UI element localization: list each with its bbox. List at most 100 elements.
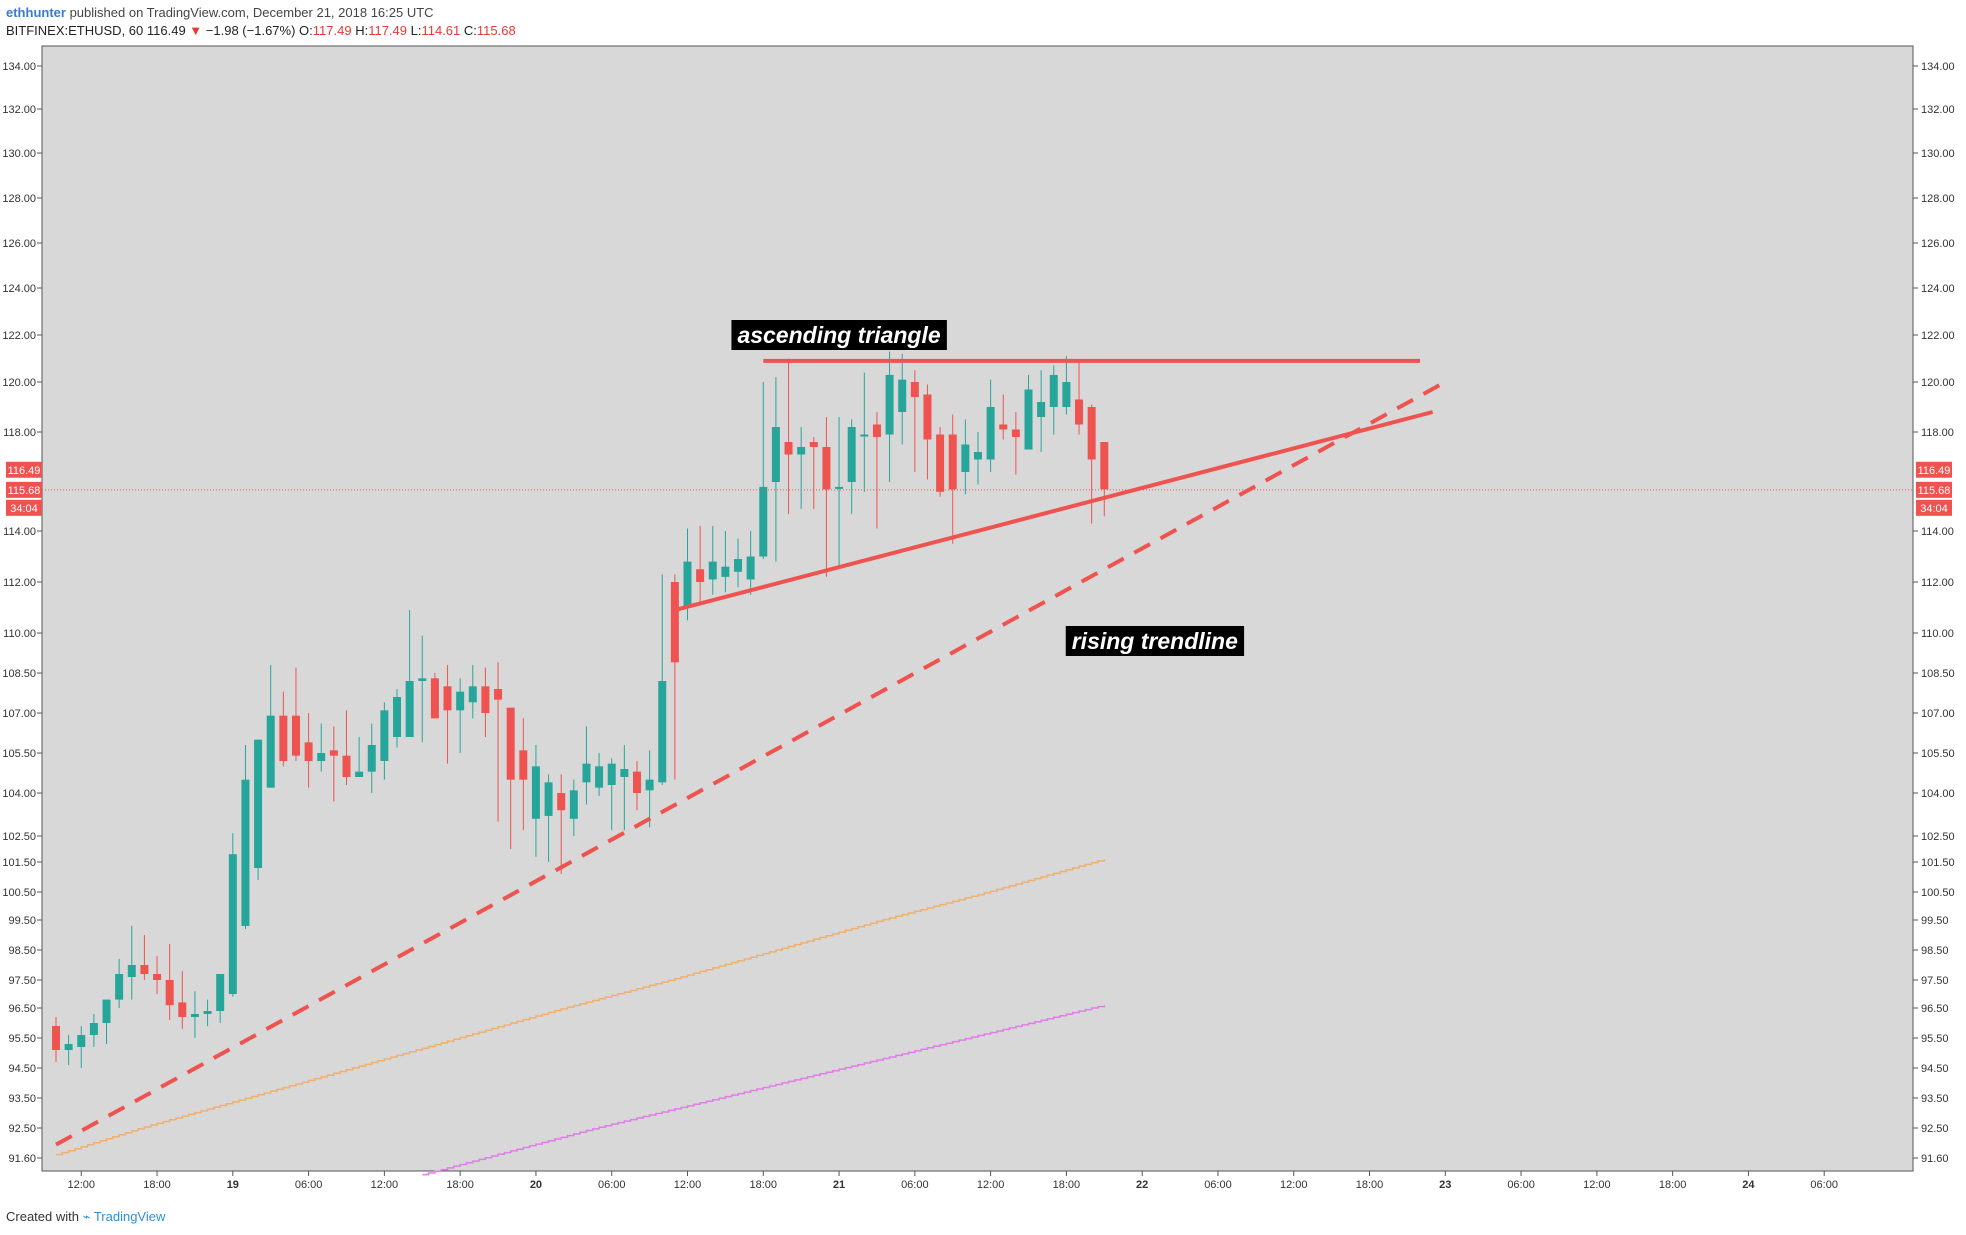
- candle-body: [898, 379, 907, 412]
- candle: [569, 779, 578, 836]
- price-label-left: 93.50: [8, 1093, 36, 1105]
- candle-body: [670, 582, 679, 663]
- price-label-left: 105.50: [2, 748, 36, 760]
- time-label: 19: [227, 1179, 239, 1191]
- candle-body: [1037, 402, 1046, 417]
- candle-body: [178, 1002, 187, 1017]
- close-label: C:: [463, 23, 477, 38]
- price-label-right: 132.00: [1921, 104, 1955, 116]
- time-label: 22: [1136, 1179, 1148, 1191]
- candle: [759, 382, 768, 560]
- candle: [771, 377, 780, 562]
- candle: [885, 351, 894, 482]
- time-label: 06:00: [295, 1179, 323, 1191]
- price-label-right: 93.50: [1921, 1093, 1949, 1105]
- candle: [165, 944, 174, 1020]
- candle: [190, 991, 199, 1038]
- candle: [494, 662, 503, 822]
- candle-body: [759, 486, 768, 557]
- candle-body: [784, 442, 793, 455]
- published-text: published on TradingView.com, December 2…: [69, 5, 434, 20]
- price-label-left: 110.00: [3, 628, 36, 640]
- ohlc-legend: BITFINEX:ETHUSD, 60 116.49 ▼ −1.98 (−1.6…: [6, 22, 516, 40]
- candle-body: [228, 854, 237, 994]
- time-label: 12:00: [67, 1179, 95, 1191]
- candle-body: [506, 707, 515, 780]
- price-label-left: 114.00: [3, 526, 36, 538]
- candle-body: [418, 678, 427, 681]
- candle: [367, 723, 376, 793]
- price-label-left: 128.00: [2, 193, 36, 205]
- last-price-tag-right-text: 116.49: [1918, 465, 1951, 477]
- candle-body: [835, 486, 844, 489]
- price-label-right: 107.00: [1921, 708, 1955, 720]
- price-label-left: 97.50: [8, 975, 36, 987]
- candle: [203, 999, 212, 1026]
- candle-body: [557, 793, 566, 811]
- time-label: 21: [833, 1179, 845, 1191]
- candle-body: [64, 1044, 73, 1050]
- price-label-left: 102.50: [2, 831, 36, 843]
- price-label-left: 108.50: [2, 668, 36, 680]
- candle-body: [115, 974, 124, 1000]
- price-label-right: 110.00: [1921, 628, 1954, 640]
- current-price-tag-right-bg: [1916, 481, 1952, 498]
- annotation-text: ascending triangle: [737, 322, 940, 348]
- time-label: 18:00: [1659, 1179, 1687, 1191]
- price-label-right: 126.00: [1921, 238, 1955, 250]
- ma-line-orange: [56, 859, 1106, 1156]
- candle: [784, 358, 793, 514]
- tradingview-link[interactable]: TradingView: [93, 1209, 166, 1224]
- author-link[interactable]: ethhunter: [6, 5, 66, 20]
- candle-body: [910, 382, 919, 397]
- change-value: −1.98 (−1.67%): [205, 23, 296, 38]
- candle: [1011, 412, 1020, 475]
- candle-body: [380, 710, 389, 761]
- price-label-left: 100.50: [2, 887, 36, 899]
- price-label-right: 91.60: [1921, 1153, 1949, 1165]
- candle-body: [809, 442, 818, 447]
- candle-body: [771, 427, 780, 482]
- annotation-box: [1065, 626, 1245, 656]
- candle-body: [734, 559, 743, 572]
- candle: [923, 384, 932, 480]
- price-label-left: 130.00: [2, 148, 36, 160]
- time-label: 20: [530, 1179, 542, 1191]
- price-label-right: 96.50: [1921, 1003, 1949, 1015]
- candle-body: [822, 447, 831, 490]
- candle-body: [986, 407, 995, 460]
- price-label-left: 99.50: [8, 915, 36, 927]
- candle-body: [544, 782, 553, 816]
- time-label: 12:00: [1280, 1179, 1308, 1191]
- countdown-tag-left: 34:04: [6, 499, 42, 516]
- candle: [115, 959, 124, 1008]
- down-arrow-icon: ▼: [189, 23, 203, 38]
- price-label-right: 99.50: [1921, 915, 1949, 927]
- candle: [595, 753, 604, 796]
- symbol-label: BITFINEX:ETHUSD, 60: [6, 23, 144, 38]
- candle-body: [961, 444, 970, 472]
- countdown-tag-left-text: 34:04: [10, 503, 38, 515]
- price-label-left: 132.00: [2, 104, 36, 116]
- price-label-left: 120.00: [2, 377, 36, 389]
- candle-body: [355, 771, 364, 777]
- price-label-right: 130.00: [1921, 148, 1955, 160]
- candle-body: [393, 697, 402, 737]
- price-label-right: 92.50: [1921, 1123, 1949, 1135]
- chart-header: ethhunter published on TradingView.com, …: [6, 4, 516, 40]
- price-label-right: 101.50: [1921, 857, 1955, 869]
- current-price-tag-right-text: 115.68: [1918, 485, 1951, 497]
- price-label-right: 118.00: [1921, 427, 1954, 439]
- candle: [456, 678, 465, 753]
- candle-body: [266, 715, 275, 788]
- time-label: 23: [1439, 1179, 1451, 1191]
- candle: [835, 417, 844, 567]
- candle-body: [721, 566, 730, 577]
- price-label-right: 120.00: [1921, 377, 1955, 389]
- candle: [430, 673, 439, 719]
- candle: [822, 417, 831, 577]
- candle-body: [1011, 429, 1020, 437]
- candle: [898, 353, 907, 445]
- price-label-left: 112.00: [3, 577, 36, 589]
